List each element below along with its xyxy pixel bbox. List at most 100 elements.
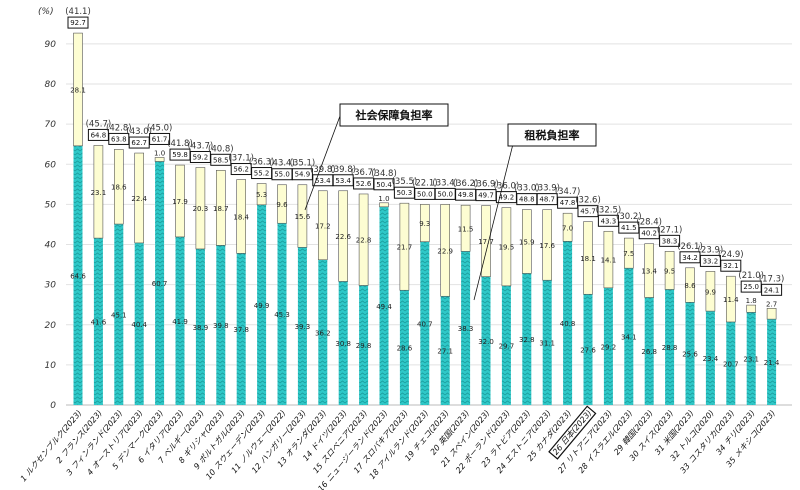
- social-security-bar: [766, 308, 777, 320]
- total-value-label: 63.8: [111, 135, 127, 143]
- total-value-label: 54.9: [295, 171, 311, 179]
- parenthesized-value-label: (42.8): [106, 123, 132, 133]
- parenthesized-value-label: (36.0): [494, 182, 520, 192]
- total-box: [659, 234, 681, 247]
- social-security-bar: [419, 204, 430, 243]
- social-security-bar: [705, 271, 716, 312]
- parenthesized-value-label: (40.8): [208, 144, 234, 154]
- tax-value-label: 23.4: [703, 355, 719, 363]
- social-security-bar: [195, 167, 206, 250]
- parenthesized-value-label: (45.7): [86, 119, 112, 129]
- social-security-bar: [358, 193, 369, 286]
- social-security-value-label: 22.4: [131, 195, 147, 203]
- tax-bar: [73, 145, 83, 405]
- tax-bar: [195, 248, 205, 405]
- social-security-value-label: 5.3: [256, 191, 267, 199]
- tax-bar: [440, 296, 450, 405]
- tax-value-label: 40.4: [131, 321, 147, 329]
- tax-value-label: 20.7: [723, 360, 739, 368]
- total-value-label: 48.8: [519, 196, 535, 204]
- social-security-value-label: 17.7: [478, 238, 494, 246]
- social-security-bar: [685, 267, 695, 303]
- tax-value-label: 34.1: [621, 334, 637, 342]
- y-tick-label: 70: [45, 120, 57, 130]
- social-security-bar: [583, 221, 593, 295]
- social-security-value-label: 2.7: [766, 300, 777, 308]
- total-value-label: 58.5: [213, 156, 229, 164]
- parenthesized-value-label: (33.4): [432, 178, 458, 188]
- parenthesized-value-label: (28.4): [636, 218, 662, 228]
- tax-value-label: 60.7: [152, 280, 168, 288]
- social-security-bar: [644, 243, 655, 298]
- parenthesized-value-label: (32.6): [575, 196, 601, 206]
- total-box: [597, 214, 619, 227]
- tax-bar: [665, 289, 675, 405]
- total-value-label: 45.7: [580, 208, 596, 216]
- tax-value-label: 28.6: [397, 345, 413, 353]
- social-security-value-label: 20.3: [193, 205, 209, 213]
- total-box: [638, 227, 660, 240]
- social-security-value-label: 9.3: [419, 220, 430, 228]
- tax-value-label: 30.8: [335, 340, 351, 348]
- total-value-label: 50.0: [417, 190, 433, 198]
- social-security-bar: [93, 145, 104, 239]
- tax-value-label: 26.8: [641, 348, 657, 356]
- social-security-value-label: 1.8: [746, 297, 757, 305]
- social-security-bar: [317, 190, 328, 261]
- tax-value-label: 29.7: [499, 342, 515, 350]
- social-security-bar: [623, 237, 634, 269]
- social-security-value-label: 28.1: [70, 86, 86, 94]
- tax-bar: [420, 241, 430, 405]
- parenthesized-value-label: (21.0): [738, 271, 764, 281]
- total-value-label: 50.0: [437, 190, 453, 198]
- total-box: [67, 16, 89, 29]
- total-value-label: 56.2: [233, 166, 249, 174]
- tax-bar: [93, 238, 103, 405]
- tax-bar: [542, 280, 552, 405]
- tax-callout: 租税負担率: [525, 128, 580, 142]
- total-value-label: 49.8: [458, 191, 474, 199]
- y-tick-label: 0: [50, 401, 56, 411]
- social-security-value-label: 9.5: [664, 267, 675, 275]
- social-security-bar: [603, 230, 614, 289]
- tax-value-label: 28.8: [662, 344, 678, 352]
- social-security-value-label: 9.9: [705, 288, 716, 296]
- social-security-bar: [73, 32, 83, 147]
- social-security-value-label: 17.6: [539, 242, 555, 250]
- parenthesized-value-label: (26.1): [677, 242, 703, 252]
- total-value-label: 55.2: [254, 170, 270, 178]
- social-security-bar: [725, 275, 736, 323]
- social-security-value-label: 15.6: [295, 213, 311, 221]
- social-security-bar: [542, 209, 553, 281]
- tax-bar: [685, 302, 695, 405]
- y-tick-label: 30: [45, 281, 57, 291]
- social-security-bar: [399, 202, 410, 291]
- total-value-label: 59.2: [193, 153, 209, 161]
- tax-value-label: 38.9: [193, 324, 209, 332]
- tax-value-label: 31.1: [539, 340, 555, 348]
- parenthesized-value-label: (35.1): [290, 159, 316, 169]
- total-value-label: 52.6: [356, 180, 372, 188]
- social-security-value-label: 18.6: [111, 184, 127, 192]
- social-security-callout-line: [304, 115, 341, 211]
- parenthesized-value-label: (36.2): [453, 179, 479, 189]
- tax-bar: [501, 285, 511, 405]
- tax-value-label: 27.6: [580, 347, 596, 355]
- parenthesized-value-label: (34.8): [371, 169, 397, 179]
- total-value-label: 92.7: [70, 19, 86, 27]
- social-security-value-label: 18.7: [213, 205, 229, 213]
- social-security-bar: [134, 152, 144, 244]
- total-value-label: 50.3: [397, 189, 413, 197]
- total-value-label: 25.0: [743, 283, 759, 291]
- social-security-value-label: 9.6: [276, 201, 288, 209]
- tax-bar: [767, 319, 777, 405]
- social-security-value-label: 22.8: [356, 237, 372, 245]
- social-security-bar: [562, 212, 573, 242]
- tax-value-label: 39.8: [213, 322, 229, 330]
- tax-bar: [726, 321, 736, 405]
- parenthesized-value-label: (41.8): [167, 139, 193, 149]
- parenthesized-value-label: (33.9): [534, 184, 560, 194]
- social-security-value-label: 1.0: [154, 149, 165, 157]
- tax-bar: [175, 236, 185, 405]
